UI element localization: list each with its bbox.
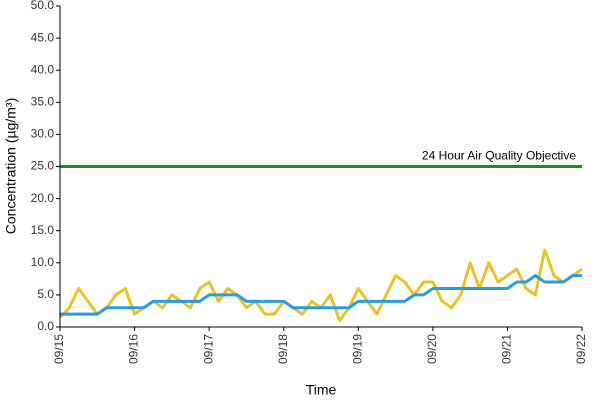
series-line (60, 274, 582, 316)
x-tick-label: 09/21 (500, 334, 514, 364)
y-tick-label: 30.0 (31, 127, 55, 141)
x-tick-label: 09/18 (276, 334, 290, 364)
y-tick-label: 45.0 (31, 30, 55, 44)
y-tick-label: 40.0 (31, 62, 55, 76)
y-tick-label: 35.0 (31, 94, 55, 108)
x-tick-label: 09/19 (350, 334, 364, 364)
y-tick-label: 50.0 (31, 0, 55, 12)
x-tick-label: 09/20 (425, 334, 439, 364)
x-tick-label: 09/15 (52, 334, 66, 364)
x-tick-label: 09/22 (574, 334, 588, 364)
y-tick-label: 10.0 (31, 255, 55, 269)
x-tick-label: 09/17 (201, 334, 215, 364)
x-tick-label: 09/16 (127, 334, 141, 364)
y-axis-label: Concentration (µg/m³) (3, 98, 19, 234)
y-tick-label: 20.0 (31, 191, 55, 205)
y-tick-label: 15.0 (31, 223, 55, 237)
series-line (58, 248, 583, 323)
objective-label: 24 Hour Air Quality Objective (422, 149, 576, 163)
y-tick-label: 5.0 (37, 287, 54, 301)
y-tick-label: 25.0 (31, 159, 55, 173)
x-axis-label: Time (306, 382, 337, 398)
y-tick-label: 0.0 (37, 319, 54, 333)
